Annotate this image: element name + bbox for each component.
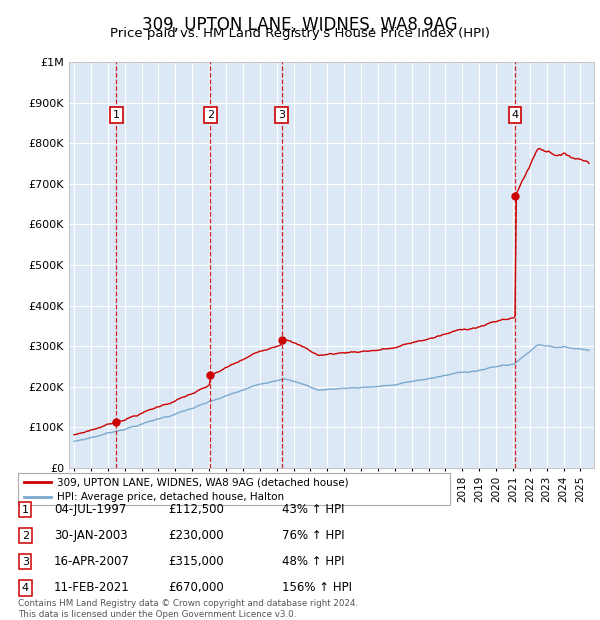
- Text: 4: 4: [22, 583, 29, 593]
- Text: 3: 3: [278, 110, 285, 120]
- Text: 1: 1: [113, 110, 120, 120]
- Text: 16-APR-2007: 16-APR-2007: [54, 556, 130, 568]
- Text: 309, UPTON LANE, WIDNES, WA8 9AG: 309, UPTON LANE, WIDNES, WA8 9AG: [142, 16, 458, 33]
- Text: 76% ↑ HPI: 76% ↑ HPI: [282, 529, 344, 542]
- Text: 30-JAN-2003: 30-JAN-2003: [54, 529, 128, 542]
- Text: £230,000: £230,000: [168, 529, 224, 542]
- Text: 156% ↑ HPI: 156% ↑ HPI: [282, 582, 352, 594]
- Text: 3: 3: [22, 557, 29, 567]
- Text: Price paid vs. HM Land Registry's House Price Index (HPI): Price paid vs. HM Land Registry's House …: [110, 27, 490, 40]
- Text: Contains HM Land Registry data © Crown copyright and database right 2024.
This d: Contains HM Land Registry data © Crown c…: [18, 600, 358, 619]
- Text: 43% ↑ HPI: 43% ↑ HPI: [282, 503, 344, 516]
- Text: 4: 4: [511, 110, 518, 120]
- Text: £670,000: £670,000: [168, 582, 224, 594]
- Text: 1: 1: [22, 505, 29, 515]
- Text: £315,000: £315,000: [168, 556, 224, 568]
- Text: 2: 2: [22, 531, 29, 541]
- Text: 48% ↑ HPI: 48% ↑ HPI: [282, 556, 344, 568]
- Text: 2: 2: [207, 110, 214, 120]
- Text: HPI: Average price, detached house, Halton: HPI: Average price, detached house, Halt…: [57, 492, 284, 502]
- Text: £112,500: £112,500: [168, 503, 224, 516]
- Text: 04-JUL-1997: 04-JUL-1997: [54, 503, 127, 516]
- Text: 11-FEB-2021: 11-FEB-2021: [54, 582, 130, 594]
- Text: 309, UPTON LANE, WIDNES, WA8 9AG (detached house): 309, UPTON LANE, WIDNES, WA8 9AG (detach…: [57, 477, 349, 487]
